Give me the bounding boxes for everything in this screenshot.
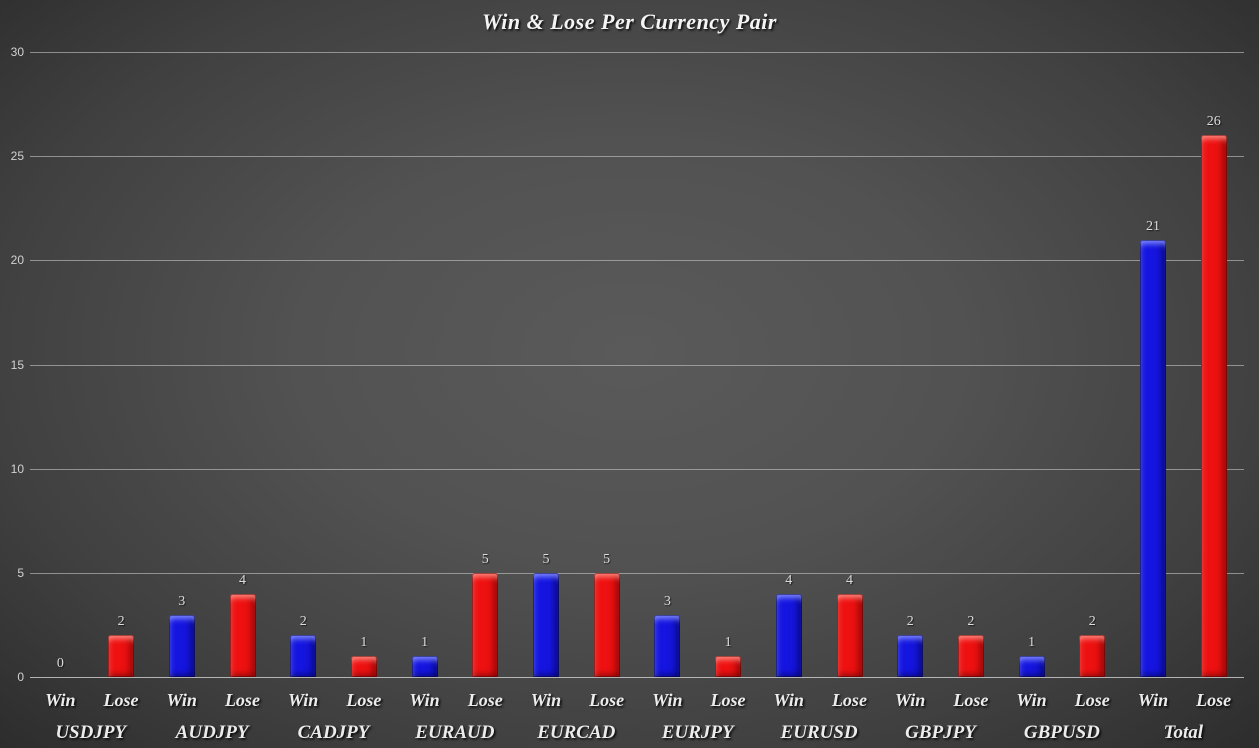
bar-value-eurcad-win: 5	[542, 551, 550, 567]
bar-value-gbpusd-win: 1	[1028, 635, 1036, 651]
sub-axis-label-gbpjpy-win: Win	[894, 690, 926, 710]
bar-total-lose	[1200, 135, 1227, 677]
bar-value-gbpusd-lose: 2	[1088, 614, 1096, 630]
category-label-eurjpy: EURJPY	[661, 722, 734, 743]
bar-euraud-lose	[472, 572, 499, 677]
bar-audjpy-win	[168, 614, 195, 677]
bar-cadjpy-lose	[350, 656, 377, 677]
bar-eurjpy-win	[654, 614, 681, 677]
bar-value-eurjpy-lose: 1	[724, 635, 732, 651]
category-label-gbpusd: GBPUSD	[1023, 722, 1100, 743]
sub-axis-label-total-win: Win	[1137, 690, 1169, 710]
bar-value-usdjpy-win: 0	[56, 656, 64, 671]
category-label-gbpjpy: GBPJPY	[905, 722, 976, 743]
bar-eurusd-win	[775, 593, 802, 677]
y-axis-tick-25: 25	[10, 149, 24, 164]
y-axis-tick-15: 15	[10, 357, 24, 372]
bar-gbpusd-win	[1018, 656, 1045, 677]
gridline-25	[30, 156, 1244, 158]
bar-euraud-win	[411, 656, 438, 677]
sub-axis-label-eurusd-lose: Lose	[831, 690, 867, 710]
gridline-20	[30, 260, 1244, 262]
category-label-total: Total	[1163, 722, 1203, 743]
chart-title: Win & Lose Per Currency Pair	[482, 9, 777, 34]
bar-eurjpy-lose	[715, 656, 742, 677]
sub-axis-label-eurjpy-lose: Lose	[710, 690, 746, 710]
sub-axis-label-usdjpy-lose: Lose	[103, 690, 139, 710]
y-axis-tick-20: 20	[10, 253, 24, 268]
y-axis-tick-10: 10	[10, 461, 24, 476]
bar-value-eurusd-lose: 4	[846, 572, 853, 588]
gridline-10	[30, 468, 1244, 470]
gridline-15	[30, 364, 1244, 366]
sub-axis-label-audjpy-win: Win	[166, 690, 197, 710]
sub-axis-label-total-lose: Lose	[1196, 690, 1232, 710]
sub-axis-label-euraud-win: Win	[409, 690, 440, 710]
y-axis-tick-0: 0	[17, 670, 24, 684]
sub-axis-label-cadjpy-lose: Lose	[346, 690, 382, 710]
bar-value-cadjpy-win: 2	[299, 614, 307, 630]
sub-axis-label-audjpy-lose: Lose	[224, 690, 260, 710]
bar-value-usdjpy-lose: 2	[117, 614, 125, 630]
bar-value-audjpy-win: 3	[178, 593, 186, 609]
bar-value-cadjpy-lose: 1	[360, 635, 368, 651]
gridline-5	[30, 572, 1244, 574]
bar-usdjpy-lose	[108, 635, 135, 677]
category-label-audjpy: AUDJPY	[175, 722, 249, 743]
bar-value-eurcad-lose: 5	[603, 551, 611, 567]
gridline-0	[30, 677, 1244, 678]
sub-axis-label-gbpusd-lose: Lose	[1074, 690, 1110, 710]
bar-gbpjpy-lose	[957, 635, 984, 677]
sub-axis-label-gbpusd-win: Win	[1016, 690, 1047, 710]
gridline-30	[30, 52, 1244, 53]
sub-axis-label-eurcad-lose: Lose	[589, 690, 625, 710]
sub-axis-label-cadjpy-win: Win	[287, 690, 319, 710]
sub-axis-label-eurjpy-win: Win	[652, 690, 683, 710]
category-label-usdjpy: USDJPY	[55, 722, 127, 743]
sub-axis-label-usdjpy-win: Win	[45, 690, 76, 710]
category-label-cadjpy: CADJPY	[297, 722, 370, 743]
bar-value-euraud-lose: 5	[481, 551, 489, 567]
bar-audjpy-lose	[229, 593, 256, 677]
bar-gbpusd-lose	[1079, 635, 1106, 677]
sub-axis-label-eurcad-win: Win	[530, 690, 562, 710]
bar-value-total-lose: 26	[1206, 114, 1221, 130]
bar-value-eurusd-win: 4	[785, 572, 793, 588]
bar-eurcad-win	[533, 572, 559, 677]
bar-value-audjpy-lose: 4	[239, 572, 246, 588]
category-label-eurusd: EURUSD	[780, 722, 858, 743]
bar-value-gbpjpy-lose: 2	[967, 614, 975, 630]
y-axis-tick-5: 5	[17, 565, 24, 580]
bar-value-gbpjpy-win: 2	[906, 614, 914, 630]
bar-value-eurjpy-win: 3	[663, 593, 671, 609]
bar-cadjpy-win	[290, 635, 317, 677]
bar-value-euraud-win: 1	[421, 635, 429, 651]
sub-axis-label-eurusd-win: Win	[773, 690, 804, 710]
bar-eurusd-lose	[836, 593, 863, 677]
bar-gbpjpy-win	[897, 635, 924, 677]
sub-axis-label-gbpjpy-lose: Lose	[953, 690, 989, 710]
bar-eurcad-lose	[593, 572, 620, 677]
sub-axis-label-euraud-lose: Lose	[467, 690, 503, 710]
category-label-eurcad: EURCAD	[537, 722, 616, 743]
y-axis-tick-30: 30	[10, 45, 24, 59]
category-label-euraud: EURAUD	[415, 722, 495, 743]
bar-total-win	[1140, 239, 1166, 677]
bar-value-total-win: 21	[1146, 218, 1160, 234]
